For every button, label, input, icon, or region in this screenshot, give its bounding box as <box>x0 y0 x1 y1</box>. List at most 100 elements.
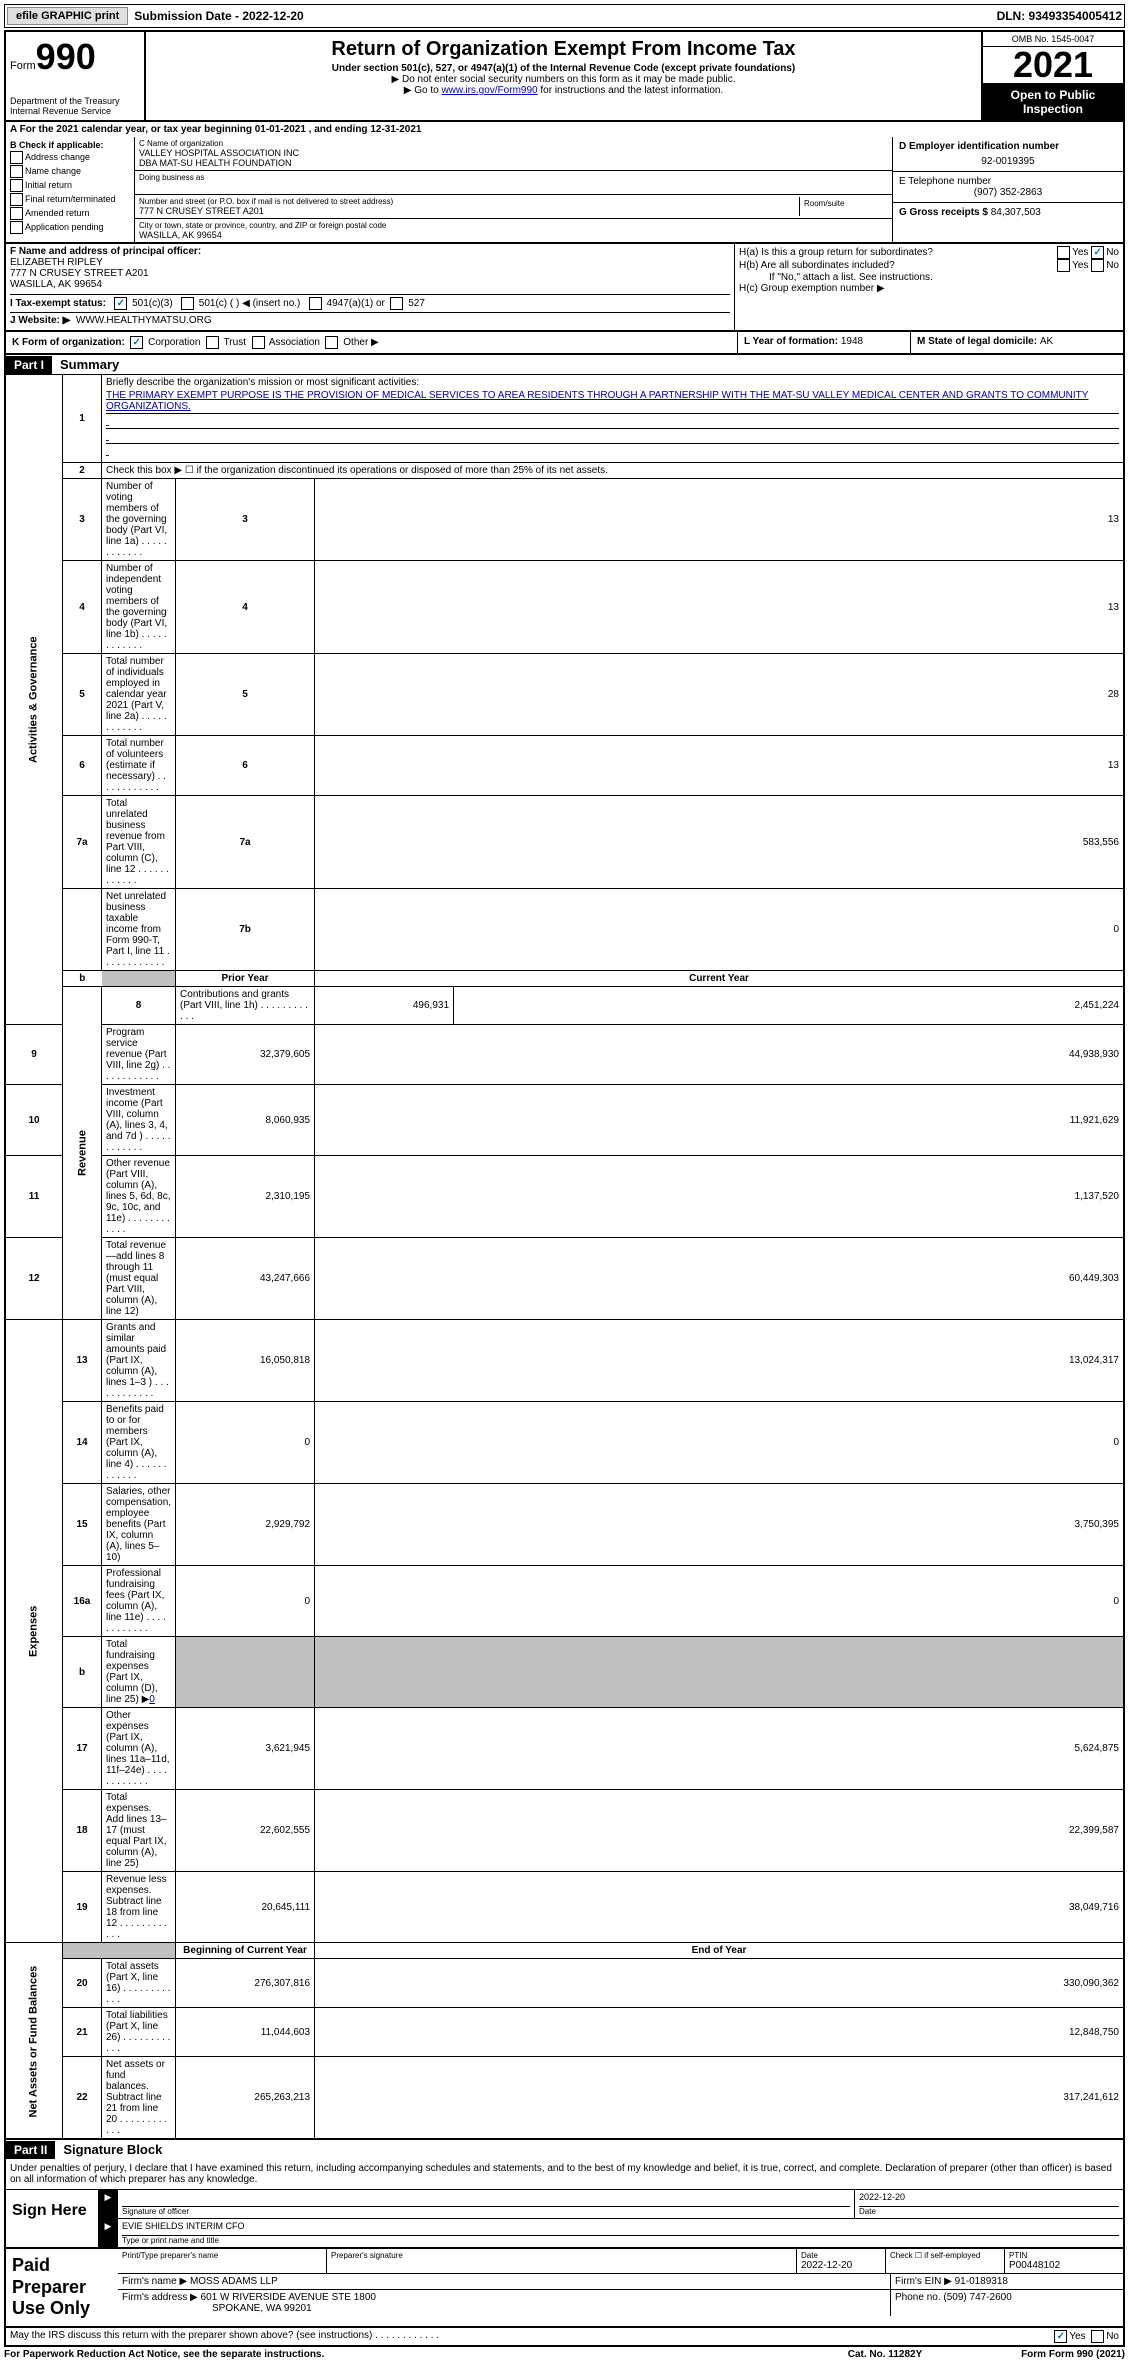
cb-501c[interactable] <box>181 297 194 310</box>
goto-note: ▶ Go to www.irs.gov/Form990 for instruct… <box>154 85 973 96</box>
cb-trust[interactable] <box>206 336 219 349</box>
gov-desc: Number of independent voting members of … <box>102 561 176 654</box>
cb-501c3[interactable] <box>114 297 127 310</box>
org-name-1: VALLEY HOSPITAL ASSOCIATION INC <box>139 148 888 158</box>
form-number: 990 <box>36 36 96 77</box>
dba-label: Doing business as <box>139 173 888 182</box>
rev-desc: Total revenue—add lines 8 through 11 (mu… <box>102 1238 176 1320</box>
exp-desc: Benefits paid to or for members (Part IX… <box>102 1402 176 1484</box>
hb-yes: Yes <box>1072 260 1088 271</box>
prep-sig-label: Preparer's signature <box>331 2251 792 2260</box>
m-value: AK <box>1040 336 1053 347</box>
goto-pre: ▶ Go to <box>404 85 442 96</box>
cb-assoc[interactable] <box>252 336 265 349</box>
exp-prior: 3,621,945 <box>176 1708 315 1790</box>
rev-row: 10Investment income (Part VIII, column (… <box>5 1085 1124 1156</box>
cb-hb-no[interactable] <box>1091 259 1104 272</box>
cb-discuss-no[interactable] <box>1091 2330 1104 2343</box>
firm-phone-label: Phone no. <box>895 2292 941 2303</box>
cb-4947[interactable] <box>309 297 322 310</box>
phone-value: (907) 352-2863 <box>899 187 1117 198</box>
exp-row: 17Other expenses (Part IX, column (A), l… <box>5 1708 1124 1790</box>
form990-link[interactable]: www.irs.gov/Form990 <box>441 85 537 96</box>
cb-hb-yes[interactable] <box>1057 259 1070 272</box>
cb-final[interactable] <box>10 193 23 206</box>
gov-row: Net unrelated business taxable income fr… <box>5 889 1124 971</box>
gov-val: 13 <box>315 736 1124 796</box>
website-value: WWW.HEALTHYMATSU.ORG <box>76 315 212 326</box>
ha-label: H(a) Is this a group return for subordin… <box>739 247 1057 258</box>
exp-current: 0 <box>315 1402 1124 1484</box>
l16b-num: b <box>63 1637 102 1708</box>
sig-officer-label: Signature of officer <box>122 2206 850 2216</box>
section-klm: K Form of organization: Corporation Trus… <box>4 332 1125 355</box>
part1-title: Summary <box>52 355 127 374</box>
line-a-period: A For the 2021 calendar year, or tax yea… <box>4 122 1125 137</box>
rev-desc: Investment income (Part VIII, column (A)… <box>102 1085 176 1156</box>
part2-label: Part II <box>6 2141 55 2159</box>
exp-current: 5,624,875 <box>315 1708 1124 1790</box>
gross-label: G Gross receipts $ <box>899 207 991 218</box>
paid-preparer-section: Paid Preparer Use Only Print/Type prepar… <box>4 2249 1125 2328</box>
exp-current: 3,750,395 <box>315 1484 1124 1566</box>
sig-date-value: 2022-12-20 <box>859 2192 1119 2206</box>
officer-addr1: 777 N CRUSEY STREET A201 <box>10 268 730 279</box>
org-address: 777 N CRUSEY STREET A201 <box>139 206 799 216</box>
ssn-note: ▶ Do not enter social security numbers o… <box>154 74 973 85</box>
cb-amended[interactable] <box>10 207 23 220</box>
gov-desc: Total number of volunteers (estimate if … <box>102 736 176 796</box>
cb-address-change[interactable] <box>10 151 23 164</box>
col-begin-header: Beginning of Current Year <box>176 1943 315 1959</box>
col-b-checkboxes: B Check if applicable: Address change Na… <box>6 137 135 242</box>
sign-here-label: Sign Here <box>6 2190 98 2247</box>
hc-label: H(c) Group exemption number ▶ <box>739 283 1119 294</box>
public-inspection: Open to Public Inspection <box>983 84 1123 120</box>
opt-527: 527 <box>408 298 425 309</box>
exp-row: 14Benefits paid to or for members (Part … <box>5 1402 1124 1484</box>
cb-name-change[interactable] <box>10 165 23 178</box>
form-ref: Form Form 990 (2021) <box>965 2349 1125 2360</box>
gov-val: 583,556 <box>315 796 1124 889</box>
net-row: 21Total liabilities (Part X, line 26)11,… <box>5 2008 1124 2057</box>
col-c-org: C Name of organization VALLEY HOSPITAL A… <box>135 137 892 242</box>
gov-desc: Net unrelated business taxable income fr… <box>102 889 176 971</box>
cb-discuss-yes[interactable] <box>1054 2330 1067 2343</box>
rev-current: 2,451,224 <box>454 987 1124 1025</box>
opt-corp: Corporation <box>148 337 200 348</box>
gov-box: 4 <box>176 561 315 654</box>
cb-other[interactable] <box>325 336 338 349</box>
gov-box: 6 <box>176 736 315 796</box>
cb-527[interactable] <box>390 297 403 310</box>
form-ref-val: Form 990 (2021) <box>1049 2349 1125 2360</box>
opt-501c3: 501(c)(3) <box>132 298 173 309</box>
form-subtitle: Under section 501(c), 527, or 4947(a)(1)… <box>154 63 973 74</box>
exp-row: 19Revenue less expenses. Subtract line 1… <box>5 1872 1124 1943</box>
discuss-no: No <box>1106 2331 1119 2342</box>
rev-current: 11,921,629 <box>315 1085 1124 1156</box>
l2-text: Check this box ▶ ☐ if the organization d… <box>102 463 1125 479</box>
cb-ha-yes[interactable] <box>1057 246 1070 259</box>
part2-title: Signature Block <box>55 2140 170 2159</box>
rev-prior: 2,310,195 <box>176 1156 315 1238</box>
efile-print-button[interactable]: efile GRAPHIC print <box>7 7 128 25</box>
opt-other: Other ▶ <box>343 337 378 348</box>
cb-initial[interactable] <box>10 179 23 192</box>
addr-label: Number and street (or P.O. box if mail i… <box>139 197 799 206</box>
rev-current: 1,137,520 <box>315 1156 1124 1238</box>
cb-corp[interactable] <box>130 336 143 349</box>
net-begin: 265,263,213 <box>176 2057 315 2140</box>
section-bcd: B Check if applicable: Address change Na… <box>4 137 1125 244</box>
opt-amended: Amended return <box>25 208 90 218</box>
l1-label: Briefly describe the organization's miss… <box>106 377 419 388</box>
col-d-identifiers: D Employer identification number 92-0019… <box>892 137 1123 242</box>
officer-addr2: WASILLA, AK 99654 <box>10 279 730 290</box>
exp-desc: Professional fundraising fees (Part IX, … <box>102 1566 176 1637</box>
cb-ha-no[interactable] <box>1091 246 1104 259</box>
ein-label: D Employer identification number <box>899 141 1117 152</box>
exp-desc: Other expenses (Part IX, column (A), lin… <box>102 1708 176 1790</box>
sig-arrow-icon: ▶ <box>98 2190 118 2218</box>
firm-ein-value: 91-0189318 <box>955 2276 1008 2287</box>
f-label: F Name and address of principal officer: <box>10 246 730 257</box>
officer-typed-name: EVIE SHIELDS INTERIM CFO <box>122 2221 1119 2235</box>
cb-pending[interactable] <box>10 221 23 234</box>
